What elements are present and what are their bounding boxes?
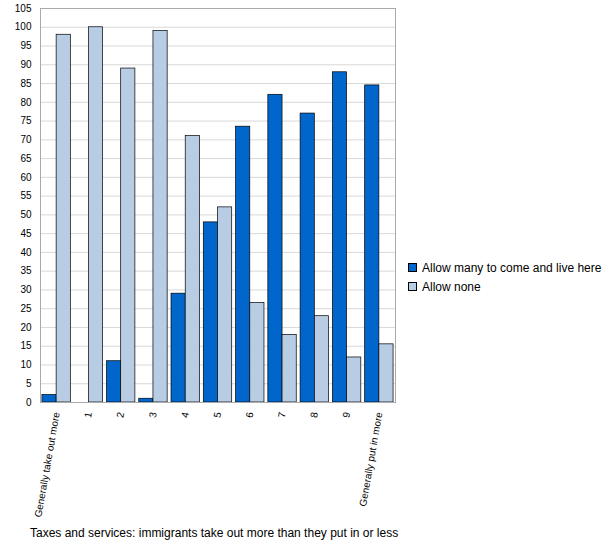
svg-text:9: 9 [340,411,352,419]
svg-text:40: 40 [20,247,32,258]
svg-text:35: 35 [20,265,32,276]
svg-text:8: 8 [308,411,320,419]
svg-text:45: 45 [20,228,32,239]
svg-text:5: 5 [26,378,32,389]
svg-text:95: 95 [20,40,32,51]
svg-text:3: 3 [147,411,159,419]
svg-text:25: 25 [20,303,32,314]
svg-text:4: 4 [179,411,191,419]
svg-text:Generally put in more: Generally put in more [357,411,385,507]
svg-text:65: 65 [20,153,32,164]
svg-text:105: 105 [15,3,32,14]
svg-text:5: 5 [211,411,223,419]
svg-text:30: 30 [20,284,32,295]
svg-text:85: 85 [20,78,32,89]
svg-text:7: 7 [276,411,288,419]
html-text:Taxes and services: immigrants: Taxes and services: immigrants take out … [30,526,399,540]
svg-text:0: 0 [26,397,32,408]
svg-text:70: 70 [20,134,32,145]
svg-text:15: 15 [20,340,32,351]
svg-text:55: 55 [20,190,32,201]
svg-text:60: 60 [20,172,32,183]
svg-text:90: 90 [20,59,32,70]
svg-text:Generally take out more: Generally take out more [32,411,61,518]
svg-text:1: 1 [82,411,94,419]
svg-text:50: 50 [20,209,32,220]
svg-text:75: 75 [20,115,32,126]
svg-text:20: 20 [20,322,32,333]
svg-text:6: 6 [244,411,256,419]
html-text:Allow many to come and live he: Allow many to come and live here [422,260,602,275]
svg-text:100: 100 [15,21,32,32]
svg-text:2: 2 [115,411,127,419]
html-text:Allow none: Allow none [422,279,481,294]
svg-text:10: 10 [20,359,32,370]
svg-text:80: 80 [20,97,32,108]
